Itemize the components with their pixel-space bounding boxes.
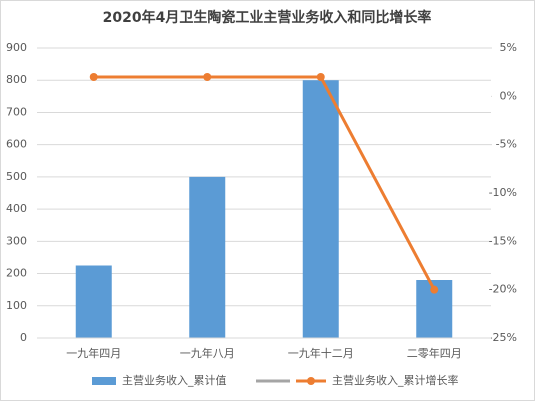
y2-tick-label: -10% bbox=[489, 186, 517, 199]
y-tick-label: 700 bbox=[6, 105, 27, 118]
bar bbox=[189, 176, 226, 338]
line bbox=[93, 75, 436, 291]
y-tick-label: 200 bbox=[6, 267, 27, 280]
line-marker bbox=[89, 73, 98, 81]
legend-swatch bbox=[92, 377, 116, 385]
y2-tick-label: -20% bbox=[489, 283, 517, 296]
bar bbox=[302, 80, 339, 338]
y-tick-label: 900 bbox=[6, 41, 27, 54]
y-tick-label: 500 bbox=[6, 170, 27, 183]
y2-tick-label: 0% bbox=[500, 89, 517, 102]
y2-tick-label: -15% bbox=[489, 234, 517, 247]
x-tick-label: 一九年十二月 bbox=[288, 346, 354, 360]
chart-title: 2020年4月卫生陶瓷工业主营业务收入和同比增长率 bbox=[103, 9, 432, 26]
legend-marker bbox=[307, 377, 315, 385]
bar bbox=[75, 265, 112, 338]
x-tick-label: 一九年四月 bbox=[66, 346, 121, 360]
y2-tick-label: -5% bbox=[496, 138, 517, 151]
x-tick-label: 一九年八月 bbox=[180, 346, 235, 360]
y2-tick-label: -25% bbox=[489, 331, 517, 344]
legend-label: 主营业务收入_累计增长率 bbox=[332, 373, 459, 387]
line-marker bbox=[430, 285, 439, 294]
y-tick-label: 400 bbox=[6, 202, 27, 215]
line-marker bbox=[316, 73, 325, 81]
y-tick-label: 0 bbox=[20, 331, 27, 344]
y2-tick-label: 5% bbox=[500, 41, 517, 54]
y-tick-label: 800 bbox=[6, 73, 27, 86]
legend-label: 主营业务收入_累计值 bbox=[122, 373, 227, 387]
x-tick-label: 二零年四月 bbox=[407, 346, 462, 360]
line-marker bbox=[203, 73, 212, 81]
y-tick-label: 600 bbox=[6, 138, 27, 151]
y-tick-label: 300 bbox=[6, 234, 27, 247]
y-tick-label: 100 bbox=[6, 299, 27, 312]
